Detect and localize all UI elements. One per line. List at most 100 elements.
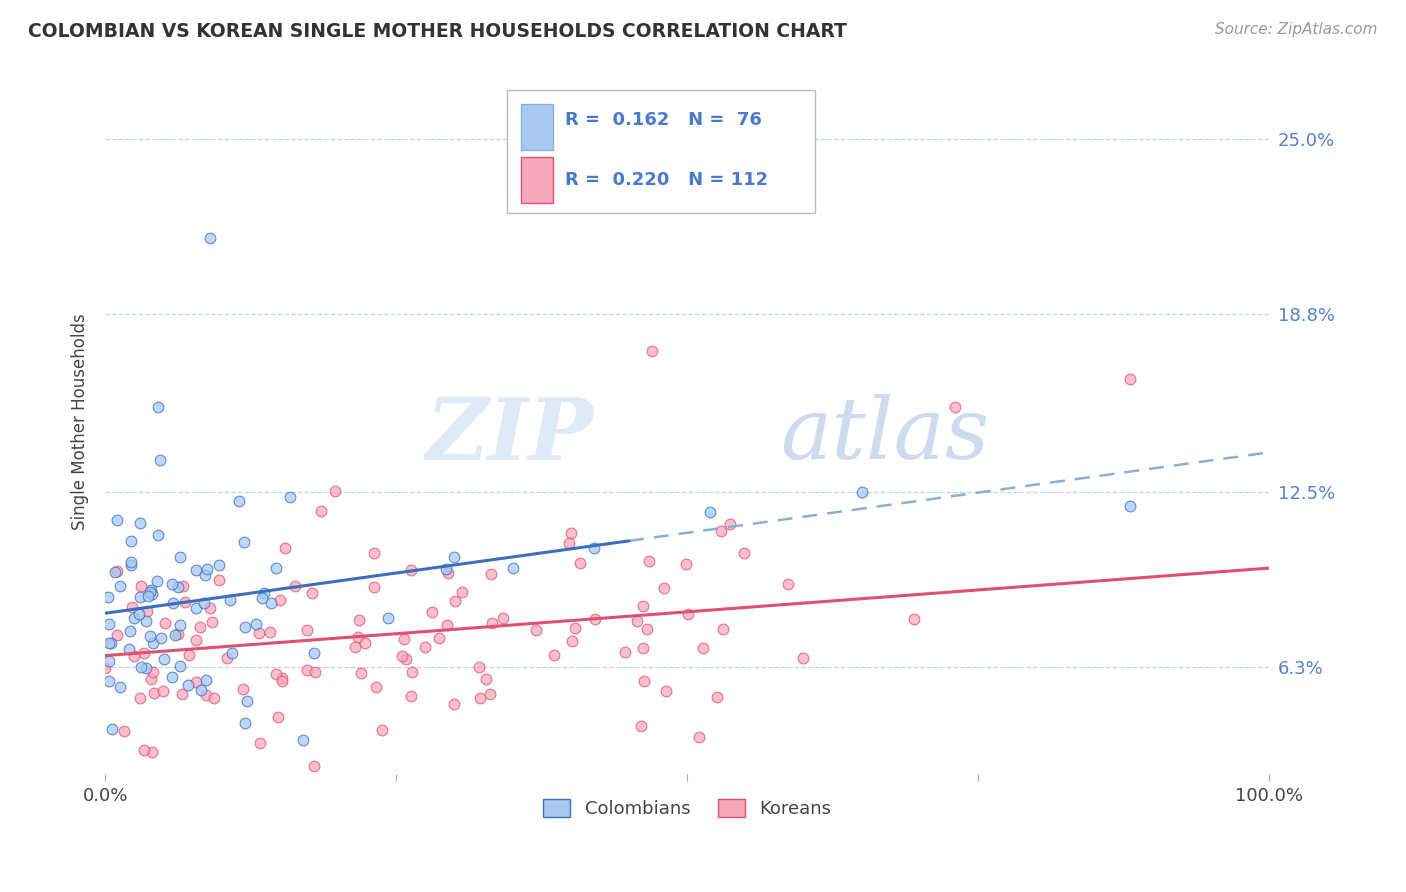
Y-axis label: Single Mother Households: Single Mother Households: [72, 313, 89, 530]
Text: atlas: atlas: [780, 394, 990, 476]
Point: [139, 583, 162, 598]
Point: [118, 624, 141, 639]
Point: [101, 723, 124, 737]
Point: [184, 563, 207, 577]
Point: [142, 686, 165, 700]
Point: [98, 617, 121, 632]
Point: [128, 607, 150, 621]
Point: [706, 690, 728, 704]
Point: [232, 682, 254, 697]
Point: [436, 618, 458, 632]
Point: [142, 665, 165, 679]
Point: [219, 593, 242, 607]
FancyBboxPatch shape: [506, 90, 815, 213]
Point: [148, 528, 170, 542]
Point: [778, 576, 800, 591]
Point: [450, 584, 472, 599]
Point: [583, 612, 606, 626]
Point: [1118, 499, 1140, 513]
Point: [343, 640, 366, 654]
Point: [152, 683, 174, 698]
Point: [120, 558, 142, 572]
Point: [172, 578, 194, 592]
Point: [174, 595, 197, 609]
Point: [558, 536, 581, 550]
Point: [177, 678, 200, 692]
Point: [851, 484, 873, 499]
Point: [202, 691, 225, 706]
Point: [633, 674, 655, 689]
Point: [184, 632, 207, 647]
Point: [236, 694, 259, 708]
Text: COLOMBIAN VS KOREAN SINGLE MOTHER HOUSEHOLDS CORRELATION CHART: COLOMBIAN VS KOREAN SINGLE MOTHER HOUSEH…: [28, 22, 846, 41]
Point: [710, 524, 733, 538]
Point: [190, 682, 212, 697]
Point: [468, 659, 491, 673]
Point: [141, 586, 163, 600]
Point: [614, 645, 637, 659]
Point: [198, 231, 221, 245]
Point: [524, 624, 547, 638]
Point: [97, 673, 120, 688]
Point: [377, 611, 399, 625]
Point: [138, 584, 160, 599]
Point: [146, 401, 169, 415]
Point: [478, 687, 501, 701]
Point: [252, 586, 274, 600]
Point: [654, 683, 676, 698]
Point: [437, 566, 460, 581]
Point: [98, 654, 121, 668]
Point: [153, 616, 176, 631]
Point: [733, 546, 755, 560]
Point: [301, 586, 323, 600]
Point: [266, 667, 288, 681]
Point: [429, 631, 451, 645]
Point: [112, 723, 135, 738]
Point: [98, 635, 121, 649]
Point: [284, 579, 307, 593]
Point: [108, 681, 131, 695]
Point: [371, 723, 394, 738]
Point: [271, 671, 294, 685]
Text: ZIP: ZIP: [426, 393, 595, 477]
Point: [208, 558, 231, 573]
Point: [179, 648, 201, 662]
Point: [97, 590, 120, 604]
Point: [311, 503, 333, 517]
Point: [208, 573, 231, 587]
Point: [692, 641, 714, 656]
Legend: Colombians, Koreans: Colombians, Koreans: [536, 791, 838, 825]
Point: [105, 628, 128, 642]
Point: [108, 579, 131, 593]
Point: [233, 534, 256, 549]
Point: [129, 516, 152, 530]
Point: [543, 648, 565, 662]
Point: [699, 505, 721, 519]
Point: [903, 612, 925, 626]
Point: [235, 620, 257, 634]
Point: [399, 690, 422, 704]
Point: [134, 646, 156, 660]
Point: [259, 625, 281, 640]
Point: [560, 526, 582, 541]
Point: [201, 615, 224, 629]
FancyBboxPatch shape: [520, 103, 554, 150]
Point: [228, 494, 250, 508]
Point: [364, 680, 387, 694]
Point: [295, 624, 318, 638]
Point: [195, 562, 218, 576]
Point: [395, 652, 418, 666]
Point: [676, 607, 699, 622]
Point: [626, 614, 648, 628]
Point: [162, 597, 184, 611]
Point: [266, 561, 288, 575]
Point: [252, 591, 274, 606]
Point: [481, 615, 503, 630]
Point: [166, 580, 188, 594]
Point: [492, 611, 515, 625]
Point: [124, 611, 146, 625]
Point: [943, 401, 966, 415]
Point: [104, 566, 127, 580]
Point: [354, 636, 377, 650]
Text: R =  0.220   N = 112: R = 0.220 N = 112: [565, 171, 768, 189]
